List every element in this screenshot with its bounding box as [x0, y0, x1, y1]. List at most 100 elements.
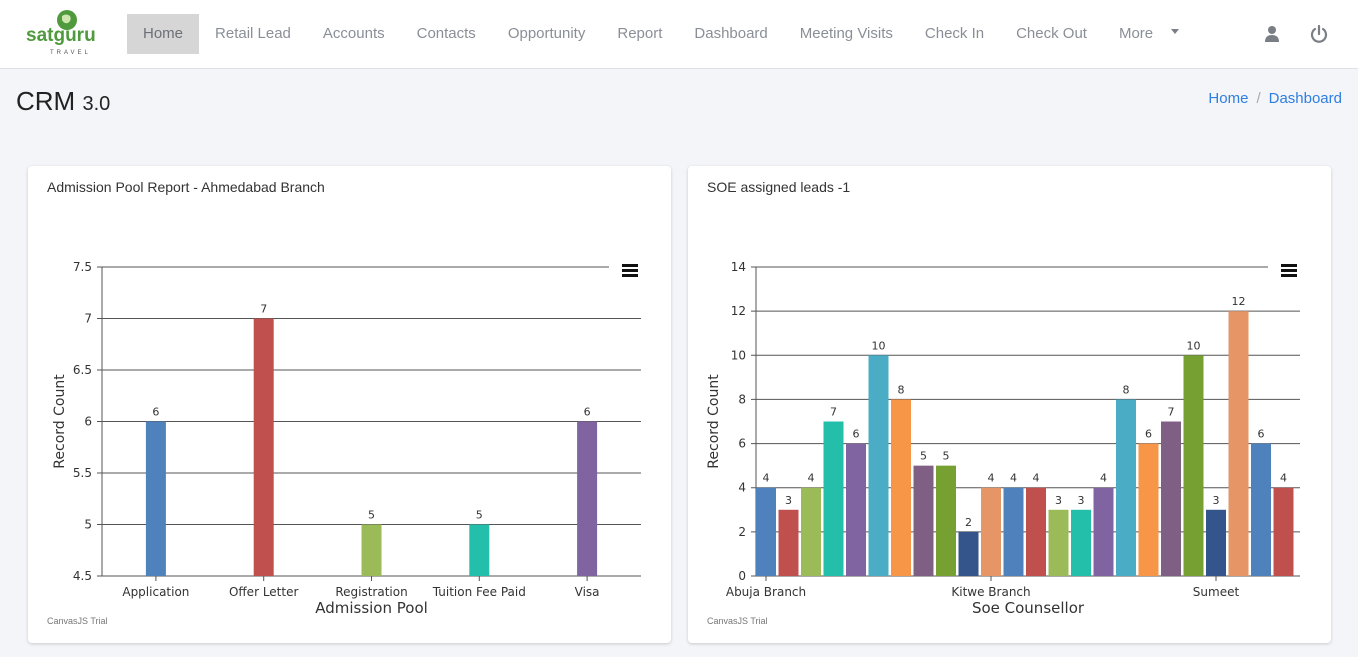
breadcrumb: Home / Dashboard: [1208, 90, 1342, 107]
data-label: 10: [1187, 339, 1201, 352]
hamburger-menu-icon[interactable]: [1281, 264, 1297, 277]
nav-contacts[interactable]: Contacts: [416, 25, 476, 42]
bar: [1003, 487, 1024, 576]
breadcrumb-home[interactable]: Home: [1208, 90, 1249, 107]
data-label: 6: [853, 428, 860, 441]
data-label: 4: [808, 472, 815, 485]
bar: [891, 399, 911, 576]
data-label: 4: [1010, 472, 1017, 485]
x-tick-label: Tuition Fee Paid: [432, 585, 526, 599]
data-label: 6: [1258, 428, 1265, 441]
y-tick-label: 6.5: [73, 363, 92, 377]
bar: [1138, 443, 1159, 576]
data-label: 6: [152, 406, 159, 419]
bar: [1048, 509, 1069, 576]
page-title: CRM 3.0: [16, 86, 110, 117]
y-axis-title: Record Count: [706, 374, 722, 469]
admission-pool-card-title: Admission Pool Report - Ahmedabad Branch: [47, 179, 325, 195]
nav-accounts[interactable]: Accounts: [322, 25, 385, 42]
data-label: 5: [368, 509, 375, 522]
bar: [778, 509, 799, 576]
x-tick-label: Sumeet: [1193, 585, 1240, 599]
y-tick-label: 5.5: [73, 466, 92, 480]
hamburger-menu-icon[interactable]: [622, 264, 638, 277]
data-label: 4: [1033, 472, 1040, 485]
breadcrumb-separator: /: [1256, 90, 1261, 107]
satguru-logo[interactable]: satguru TRAVEL: [24, 8, 106, 56]
data-label: 3: [785, 494, 792, 507]
data-label: 3: [1078, 494, 1085, 507]
y-axis-title: Record Count: [52, 374, 68, 469]
x-tick-label: Offer Letter: [229, 585, 298, 599]
user-icon[interactable]: [1262, 24, 1282, 44]
x-tick-label: Application: [122, 585, 189, 599]
nav-retail-lead[interactable]: Retail Lead: [215, 25, 291, 42]
x-axis-title: Admission Pool: [315, 599, 428, 617]
data-label: 5: [920, 450, 927, 463]
page-version: 3.0: [82, 93, 111, 115]
data-label: 4: [1100, 472, 1107, 485]
nav-meeting-visits[interactable]: Meeting Visits: [799, 25, 893, 42]
data-label: 6: [584, 406, 591, 419]
breadcrumb-dashboard[interactable]: Dashboard: [1268, 90, 1342, 107]
power-icon[interactable]: [1309, 24, 1329, 44]
y-tick-label: 5: [84, 518, 92, 532]
x-tick-label: Visa: [575, 585, 600, 599]
bar: [145, 421, 166, 576]
admission-pool-card: 4.5 5 5.5 6 6.5 7 7.5 6 7 5 5 6 Application Offer Let…: [28, 166, 671, 643]
bar: [577, 421, 598, 576]
nav-opportunity[interactable]: Opportunity: [507, 25, 586, 42]
data-label: 8: [898, 383, 905, 396]
data-label: 2: [965, 516, 972, 529]
data-label: 3: [1213, 494, 1220, 507]
y-tick-label: 6: [84, 415, 92, 429]
nav-home[interactable]: Home: [127, 14, 200, 54]
bar: [913, 465, 934, 576]
nav-more-label: More: [1118, 25, 1154, 42]
data-label: 12: [1232, 295, 1246, 308]
data-label: 4: [1280, 472, 1287, 485]
data-label: 3: [1055, 494, 1062, 507]
x-tick-label: Kitwe Branch: [951, 585, 1030, 599]
bar: [1071, 509, 1091, 576]
main-nav: Home Retail Lead Accounts Contacts Oppor…: [127, 14, 1195, 54]
y-tick-label: 8: [738, 392, 746, 406]
caret-down-icon: [1171, 29, 1180, 34]
nav-check-out[interactable]: Check Out: [1016, 25, 1087, 42]
data-label: 7: [830, 406, 837, 419]
bar: [1026, 487, 1046, 576]
data-label: 5: [943, 450, 950, 463]
bar: [469, 524, 490, 576]
data-label: 7: [260, 303, 267, 316]
nav-check-in[interactable]: Check In: [924, 25, 985, 42]
nav-report[interactable]: Report: [617, 25, 663, 42]
logo-text: satguru: [26, 25, 96, 46]
bar: [1161, 421, 1181, 576]
bar: [756, 487, 776, 576]
nav-dashboard[interactable]: Dashboard: [694, 25, 768, 42]
bar: [1273, 487, 1294, 576]
y-tick-label: 4.5: [73, 569, 92, 583]
page-title-text: CRM: [16, 86, 76, 116]
bar: [1228, 311, 1249, 576]
bar: [801, 487, 821, 576]
globe-continent-shape: [62, 14, 71, 24]
nav-more-dropdown[interactable]: More: [1103, 14, 1195, 54]
bar: [1183, 355, 1204, 576]
y-tick-label: 0: [738, 569, 746, 583]
bar: [361, 524, 382, 576]
bar: [981, 487, 1001, 576]
y-tick-label: 6: [738, 437, 746, 451]
admission-pool-chart: 4.5 5 5.5 6 6.5 7 7.5 6 7 5 5 6 Application Offer Let…: [52, 260, 641, 617]
data-label: 4: [763, 472, 770, 485]
y-tick-label: 10: [731, 348, 746, 362]
data-label: 7: [1168, 406, 1175, 419]
data-label: 10: [872, 339, 886, 352]
bar: [958, 531, 979, 576]
x-axis-title: Soe Counsellor: [972, 599, 1085, 617]
data-label: 4: [988, 472, 995, 485]
soe-leads-card: 0 2 4 6 8 10 12 14 4 3 4 7 6 10 8 5 5 2 4 4 4 3 3 4 8 6 7 10 3 12 6 4 Ab…: [688, 166, 1331, 643]
data-label: 5: [476, 509, 483, 522]
canvasjs-watermark: CanvasJS Trial: [47, 616, 108, 626]
bar: [1251, 443, 1271, 576]
